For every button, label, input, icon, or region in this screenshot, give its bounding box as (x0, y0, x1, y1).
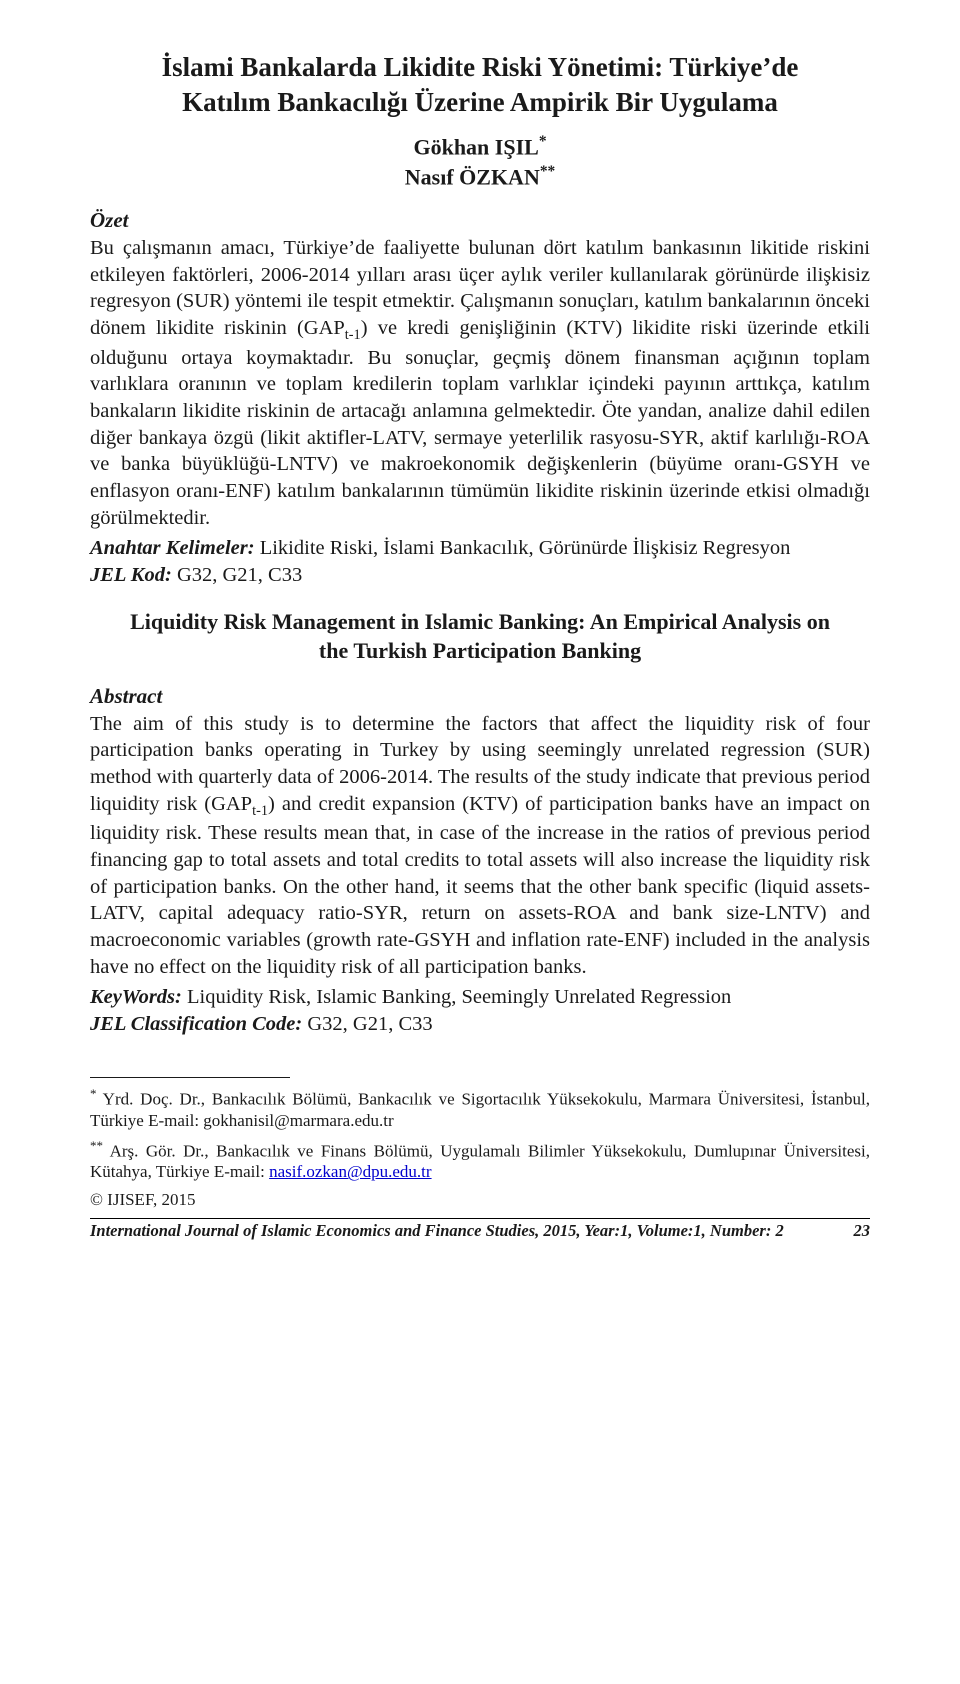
author-2-mark: ** (540, 163, 555, 180)
abstract-paragraph: The aim of this study is to determine th… (90, 711, 870, 981)
copyright-line: © IJISEF, 2015 (90, 1189, 870, 1210)
abstract-text-post: ) and credit expansion (KTV) of particip… (90, 793, 870, 978)
jel-en-text: G32, G21, C33 (307, 1013, 432, 1035)
author-2: Nasıf ÖZKAN (405, 164, 540, 189)
ozet-text-post: ) ve kredi genişliğinin (KTV) likidite r… (90, 317, 870, 529)
article-title-en: Liquidity Risk Management in Islamic Ban… (90, 608, 870, 665)
ozet-subscript: t-1 (345, 327, 361, 343)
jel-kod-line: JEL Kod: G32, G21, C33 (90, 562, 870, 589)
jel-tr-text: G32, G21, C33 (177, 564, 302, 586)
jel-classification-line: JEL Classification Code: G32, G21, C33 (90, 1011, 870, 1038)
ozet-paragraph: Bu çalışmanın amacı, Türkiye’de faaliyet… (90, 235, 870, 531)
footnote-1-text: Yrd. Doç. Dr., Bankacılık Bölümü, Bankac… (90, 1090, 870, 1130)
article-title-tr: İslami Bankalarda Likidite Riski Yönetim… (90, 50, 870, 120)
anahtar-label: Anahtar Kelimeler: (90, 537, 260, 559)
title-line-2: Katılım Bankacılığı Üzerine Ampirik Bir … (182, 87, 778, 117)
keywords-text: Liquidity Risk, Islamic Banking, Seeming… (187, 986, 731, 1008)
keywords-line: KeyWords: Liquidity Risk, Islamic Bankin… (90, 984, 870, 1011)
footnote-2-email-link[interactable]: nasif.ozkan@dpu.edu.tr (269, 1162, 431, 1181)
ozet-heading: Özet (90, 208, 870, 233)
author-1: Gökhan IŞIL (413, 135, 538, 160)
anahtar-kelimeler-line: Anahtar Kelimeler: Likidite Riski, İslam… (90, 535, 870, 562)
author-1-mark: * (539, 133, 547, 150)
footer-page-number: 23 (854, 1221, 871, 1241)
footer-journal-info: International Journal of Islamic Economi… (90, 1221, 784, 1241)
jel-en-label: JEL Classification Code: (90, 1013, 307, 1035)
title-en-line-1: Liquidity Risk Management in Islamic Ban… (130, 609, 830, 634)
footer-separator (90, 1218, 870, 1219)
footnote-2-text-a: Arş. Gör. Dr., Bankacılık ve Finans Bölü… (90, 1141, 870, 1181)
footnote-2: ** Arş. Gör. Dr., Bankacılık ve Finans B… (90, 1138, 870, 1183)
page-footer: International Journal of Islamic Economi… (90, 1221, 870, 1241)
anahtar-text: Likidite Riski, İslami Bankacılık, Görün… (260, 537, 791, 559)
title-line-1: İslami Bankalarda Likidite Riski Yönetim… (162, 52, 799, 82)
abstract-subscript: t-1 (252, 803, 268, 819)
jel-tr-label: JEL Kod: (90, 564, 177, 586)
keywords-label: KeyWords: (90, 986, 187, 1008)
title-en-line-2: the Turkish Participation Banking (319, 638, 641, 663)
author-block: Gökhan IŞIL* Nasıf ÖZKAN** (90, 132, 870, 192)
footnote-1: * Yrd. Doç. Dr., Bankacılık Bölümü, Bank… (90, 1086, 870, 1131)
abstract-heading: Abstract (90, 684, 870, 709)
footnote-2-mark: ** (90, 1138, 103, 1153)
footnote-separator (90, 1077, 290, 1078)
